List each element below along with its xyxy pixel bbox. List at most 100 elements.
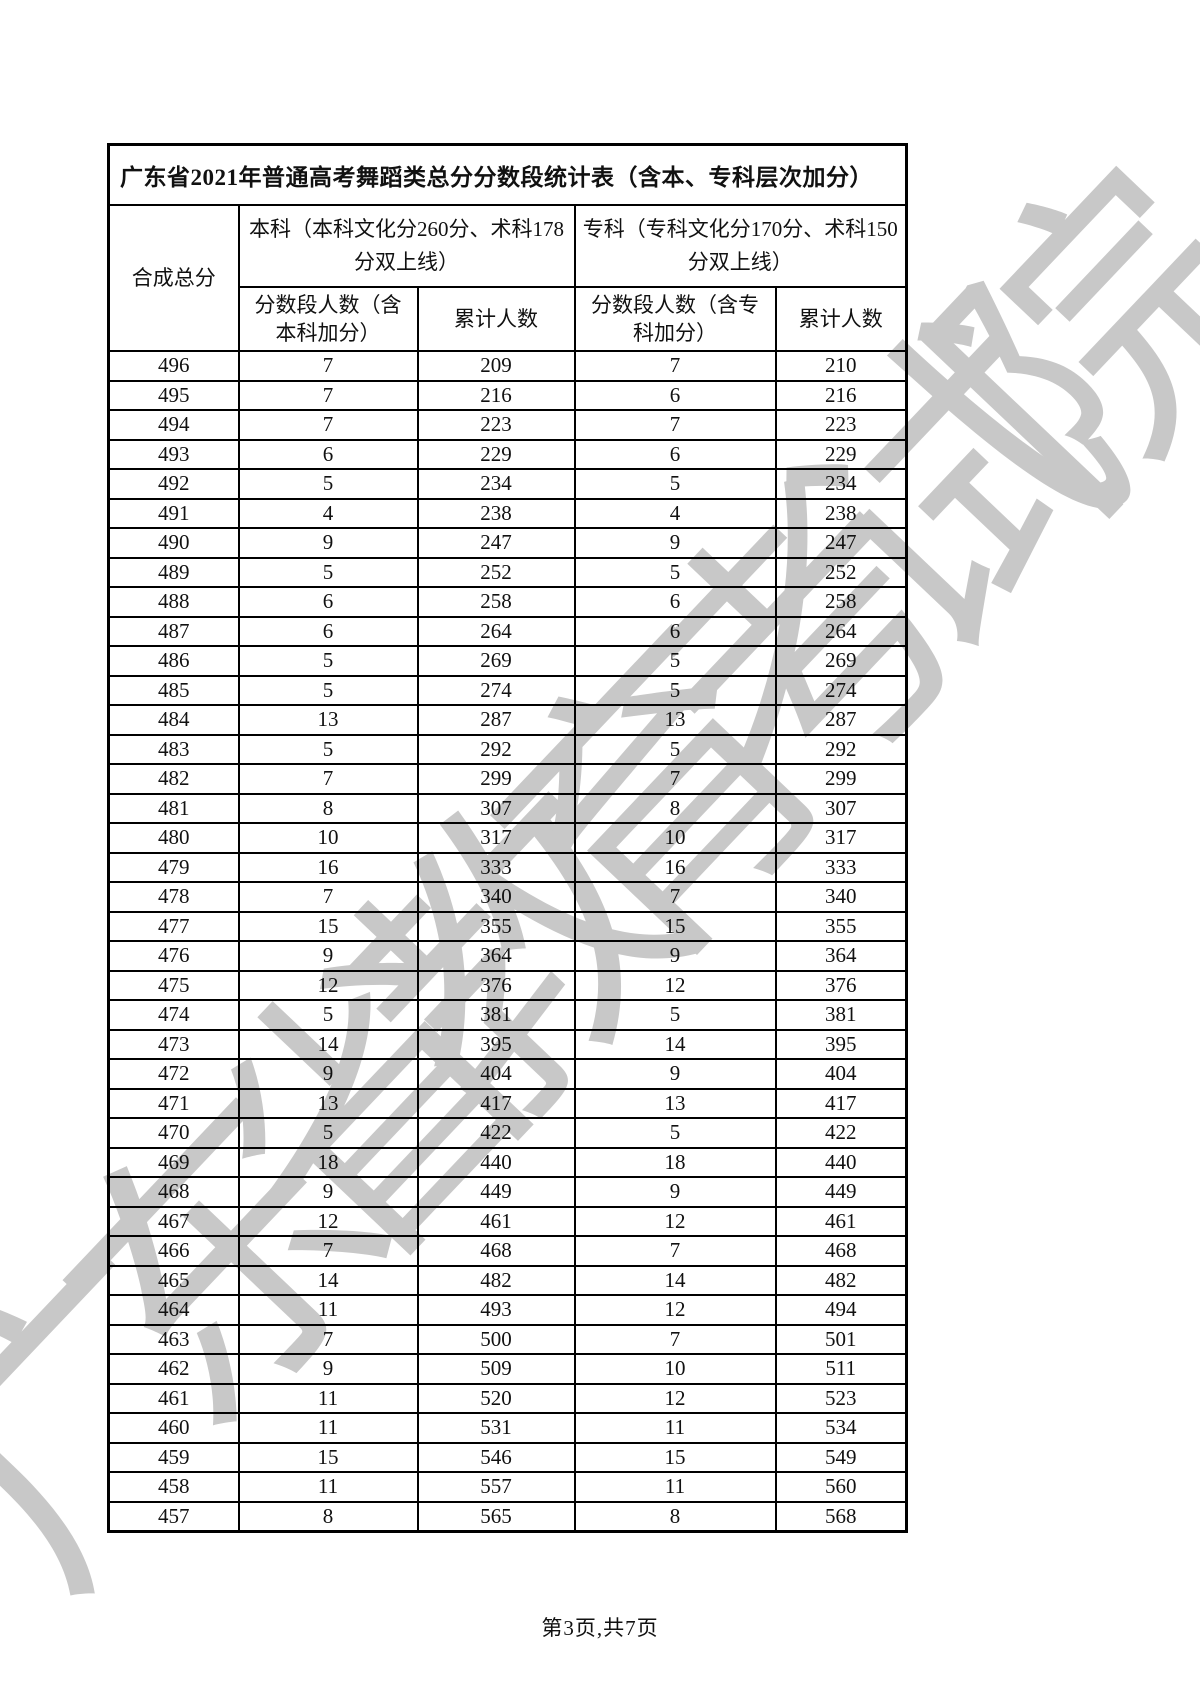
score-cell: 481	[107, 792, 240, 824]
benke-segment-cell: 7	[237, 379, 419, 411]
zhuanke-cumulative-cell: 340	[774, 881, 908, 913]
score-cell: 492	[107, 468, 240, 500]
benke-cumulative-cell: 340	[416, 881, 576, 913]
benke-segment-cell: 14	[237, 1264, 419, 1296]
zhuanke-cumulative-cell: 216	[774, 379, 908, 411]
zhuanke-cumulative-cell: 247	[774, 527, 908, 559]
benke-cumulative-cell: 292	[416, 733, 576, 765]
zhuanke-cumulative-cell: 404	[774, 1058, 908, 1090]
zhuanke-cumulative-cell: 364	[774, 940, 908, 972]
benke-cumulative-cell: 234	[416, 468, 576, 500]
score-cell: 465	[107, 1264, 240, 1296]
score-cell: 489	[107, 556, 240, 588]
table-row: 493 6 229 6 229	[107, 438, 908, 470]
zhuanke-segment-cell: 7	[573, 350, 777, 382]
zhuanke-segment-cell: 9	[573, 1058, 777, 1090]
zhuanke-cumulative-cell: 381	[774, 999, 908, 1031]
zhuanke-segment-cell: 13	[573, 1087, 777, 1119]
zhuanke-segment-cell: 9	[573, 1176, 777, 1208]
benke-segment-cell: 5	[237, 645, 419, 677]
zhuanke-segment-cell: 7	[573, 409, 777, 441]
table-row: 467 12 461 12 461	[107, 1205, 908, 1237]
header-total-score: 合成总分	[107, 204, 240, 352]
benke-segment-cell: 13	[237, 704, 419, 736]
zhuanke-segment-cell: 18	[573, 1146, 777, 1178]
table-row: 474 5 381 5 381	[107, 999, 908, 1031]
score-cell: 466	[107, 1235, 240, 1267]
benke-cumulative-cell: 461	[416, 1205, 576, 1237]
benke-segment-cell: 7	[237, 1235, 419, 1267]
score-cell: 494	[107, 409, 240, 441]
zhuanke-segment-cell: 7	[573, 1235, 777, 1267]
benke-cumulative-cell: 493	[416, 1294, 576, 1326]
table-row: 461 11 520 12 523	[107, 1382, 908, 1414]
score-cell: 486	[107, 645, 240, 677]
score-cell: 462	[107, 1353, 240, 1385]
benke-segment-cell: 14	[237, 1028, 419, 1060]
zhuanke-cumulative-cell: 511	[774, 1353, 908, 1385]
benke-cumulative-cell: 355	[416, 910, 576, 942]
zhuanke-cumulative-cell: 317	[774, 822, 908, 854]
zhuanke-cumulative-cell: 482	[774, 1264, 908, 1296]
zhuanke-segment-cell: 5	[573, 556, 777, 588]
score-cell: 460	[107, 1412, 240, 1444]
score-cell: 483	[107, 733, 240, 765]
benke-segment-cell: 12	[237, 969, 419, 1001]
benke-segment-cell: 11	[237, 1382, 419, 1414]
score-cell: 476	[107, 940, 240, 972]
table-row: 458 11 557 11 560	[107, 1471, 908, 1503]
benke-segment-cell: 9	[237, 940, 419, 972]
zhuanke-segment-cell: 12	[573, 1382, 777, 1414]
score-rows: 496 7 209 7 210 495 7 216 6 216 494 7 223 7 223 493 6 229…	[107, 350, 908, 1532]
score-cell: 478	[107, 881, 240, 913]
score-cell: 491	[107, 497, 240, 529]
table-row: 462 9 509 10 511	[107, 1353, 908, 1385]
benke-cumulative-cell: 468	[416, 1235, 576, 1267]
benke-segment-cell: 6	[237, 438, 419, 470]
table-row: 465 14 482 14 482	[107, 1264, 908, 1296]
table-row: 486 5 269 5 269	[107, 645, 908, 677]
benke-segment-cell: 5	[237, 556, 419, 588]
benke-segment-cell: 5	[237, 1117, 419, 1149]
score-cell: 469	[107, 1146, 240, 1178]
score-cell: 495	[107, 379, 240, 411]
zhuanke-cumulative-cell: 501	[774, 1323, 908, 1355]
zhuanke-segment-cell: 8	[573, 1500, 777, 1532]
header-benke-segment: 分数段人数（含本科加分）	[237, 286, 419, 352]
benke-segment-cell: 15	[237, 910, 419, 942]
table-title: 广东省2021年普通高考舞蹈类总分分数段统计表（含本、专科层次加分）	[107, 143, 908, 206]
zhuanke-cumulative-cell: 422	[774, 1117, 908, 1149]
benke-cumulative-cell: 395	[416, 1028, 576, 1060]
zhuanke-cumulative-cell: 568	[774, 1500, 908, 1532]
zhuanke-segment-cell: 5	[573, 645, 777, 677]
table-row: 483 5 292 5 292	[107, 733, 908, 765]
benke-segment-cell: 5	[237, 674, 419, 706]
table-row: 472 9 404 9 404	[107, 1058, 908, 1090]
benke-segment-cell: 5	[237, 468, 419, 500]
zhuanke-segment-cell: 6	[573, 379, 777, 411]
benke-segment-cell: 8	[237, 792, 419, 824]
score-cell: 493	[107, 438, 240, 470]
zhuanke-cumulative-cell: 258	[774, 586, 908, 618]
score-cell: 463	[107, 1323, 240, 1355]
zhuanke-cumulative-cell: 292	[774, 733, 908, 765]
header-zhuanke-cumulative: 累计人数	[774, 286, 908, 352]
table-row: 479 16 333 16 333	[107, 851, 908, 883]
benke-cumulative-cell: 364	[416, 940, 576, 972]
score-cell: 473	[107, 1028, 240, 1060]
zhuanke-segment-cell: 11	[573, 1412, 777, 1444]
benke-cumulative-cell: 440	[416, 1146, 576, 1178]
score-distribution-table: 广东省2021年普通高考舞蹈类总分分数段统计表（含本、专科层次加分） 合成总分 …	[107, 143, 909, 1533]
benke-segment-cell: 15	[237, 1441, 419, 1473]
benke-cumulative-cell: 333	[416, 851, 576, 883]
benke-cumulative-cell: 216	[416, 379, 576, 411]
zhuanke-segment-cell: 5	[573, 468, 777, 500]
zhuanke-cumulative-cell: 229	[774, 438, 908, 470]
benke-cumulative-cell: 258	[416, 586, 576, 618]
table-row: 481 8 307 8 307	[107, 792, 908, 824]
zhuanke-cumulative-cell: 269	[774, 645, 908, 677]
benke-cumulative-cell: 482	[416, 1264, 576, 1296]
table-row: 466 7 468 7 468	[107, 1235, 908, 1267]
zhuanke-segment-cell: 7	[573, 1323, 777, 1355]
header-benke-group: 本科（本科文化分260分、术科178分双上线）	[237, 204, 576, 288]
